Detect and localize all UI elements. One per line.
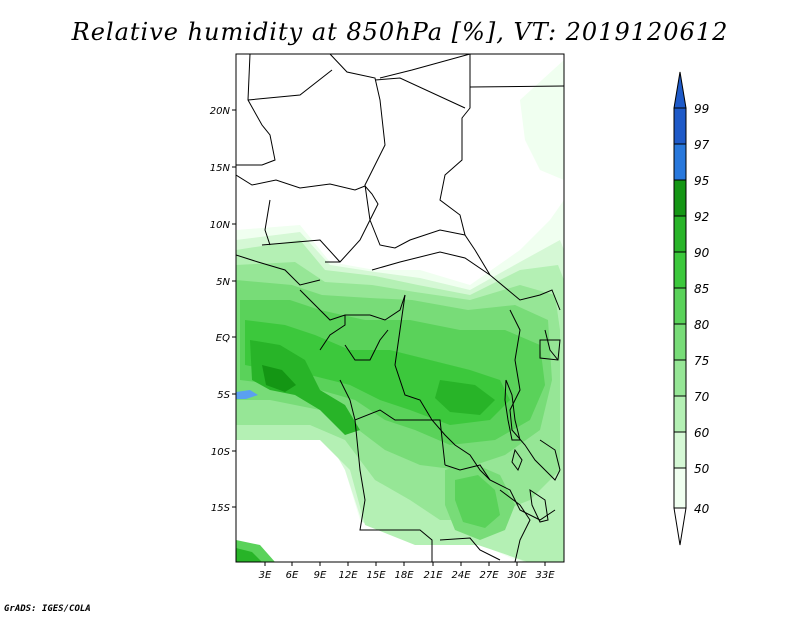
y-tick-label-5s: 5S	[217, 390, 230, 401]
map-plot	[236, 54, 564, 562]
x-axis: 3E 6E 9E 12E 15E 18E 21E 24E 27E 30E 33E	[259, 562, 556, 581]
colorbar-swatch-92	[673, 215, 687, 253]
y-axis: 20N 15N 10N 5N EQ 5S 10S 15S	[210, 106, 236, 514]
colorbar-swatch-95	[673, 179, 687, 217]
map-frame	[235, 53, 565, 563]
x-tick-label-18e: 18E	[394, 570, 414, 581]
colorbar-label-92: 92	[694, 210, 709, 224]
x-tick-label-12e: 12E	[338, 570, 358, 581]
country-borders	[236, 54, 564, 562]
colorbar-swatch-85	[673, 287, 687, 325]
colorbar-swatch-50	[673, 467, 687, 509]
x-tick-label-15e: 15E	[366, 570, 386, 581]
y-tick-label-10n: 10N	[210, 220, 231, 231]
x-tick-label-6e: 6E	[286, 570, 299, 581]
colorbar: 99 97 95 92 90 85 80 75 70 60 50 40	[673, 71, 710, 546]
colorbar-bottom-arrow	[673, 507, 687, 546]
colorbar-top-arrow	[673, 71, 687, 109]
colorbar-label-60: 60	[694, 426, 710, 440]
rh-95-patch	[236, 390, 258, 399]
y-ticks	[232, 109, 236, 508]
colorbar-swatch-70	[673, 395, 687, 433]
colorbar-outline	[673, 107, 687, 509]
x-tick-label-30e: 30E	[507, 570, 527, 581]
x-tick-label-9e: 9E	[314, 570, 327, 581]
rh-40-north-east	[520, 60, 564, 180]
colorbar-swatch-75	[673, 359, 687, 397]
x-tick-labels: 3E 6E 9E 12E 15E 18E 21E 24E 27E 30E 33E	[259, 570, 556, 581]
rh-92-patch	[262, 365, 296, 392]
colorbar-swatch-80	[673, 323, 687, 361]
colorbar-label-40: 40	[694, 502, 710, 516]
colorbar-swatch-90	[673, 251, 687, 289]
map-title: Relative humidity at 850hPa [%], VT: 201…	[71, 18, 729, 46]
rh-92-southwest	[236, 548, 262, 562]
colorbar-label-95: 95	[694, 174, 709, 188]
x-tick-label-21e: 21E	[423, 570, 443, 581]
colorbar-swatch-97	[673, 143, 687, 181]
colorbar-label-90: 90	[694, 246, 710, 260]
y-tick-label-eq: EQ	[216, 333, 230, 344]
colorbar-label-75: 75	[694, 354, 709, 368]
x-tick-label-24e: 24E	[451, 570, 471, 581]
y-tick-label-20n: 20N	[210, 106, 231, 117]
x-tick-label-3e: 3E	[259, 570, 272, 581]
colorbar-swatch-99	[673, 107, 687, 145]
rh-85-south	[455, 475, 500, 528]
colorbar-swatch-60	[673, 431, 687, 469]
colorbar-label-99: 99	[694, 102, 709, 116]
colorbar-label-97: 97	[694, 138, 710, 152]
colorbar-label-80: 80	[694, 318, 710, 332]
y-tick-label-15s: 15S	[211, 503, 231, 514]
y-tick-label-10s: 10S	[211, 447, 231, 458]
y-tick-label-15n: 15N	[210, 163, 231, 174]
x-tick-label-33e: 33E	[535, 570, 555, 581]
y-tick-labels: 20N 15N 10N 5N EQ 5S 10S 15S	[210, 106, 231, 514]
rh-90-area	[250, 340, 360, 435]
footer-credit: GrADS: IGES/COLA	[4, 604, 91, 614]
colorbar-label-70: 70	[694, 390, 710, 404]
x-ticks	[264, 562, 546, 566]
x-tick-label-27e: 27E	[479, 570, 499, 581]
colorbar-label-50: 50	[694, 462, 710, 476]
rh-90-east	[435, 380, 495, 415]
y-tick-label-5n: 5N	[216, 277, 230, 288]
lakes	[504, 339, 561, 523]
colorbar-label-85: 85	[694, 282, 709, 296]
